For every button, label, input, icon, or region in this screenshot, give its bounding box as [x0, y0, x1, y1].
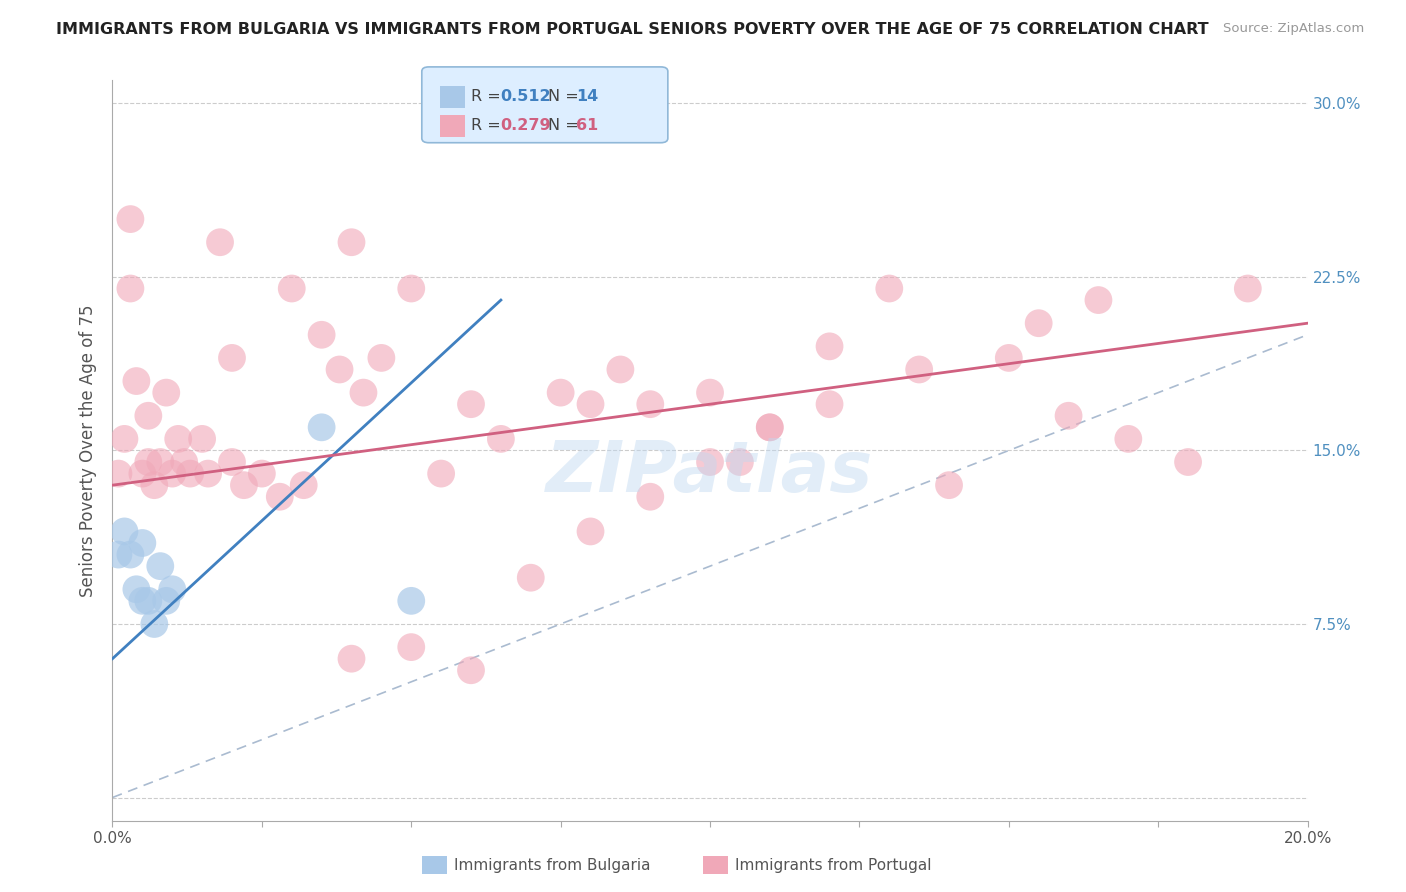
- Point: [460, 663, 482, 677]
- Point: [579, 397, 602, 411]
- Point: [107, 467, 129, 481]
- Point: [759, 420, 782, 434]
- Point: [131, 536, 153, 550]
- Point: [138, 594, 160, 608]
- Point: [138, 409, 160, 423]
- Point: [579, 524, 602, 539]
- Point: [401, 640, 423, 654]
- Text: R =: R =: [471, 89, 506, 104]
- Point: [370, 351, 392, 365]
- Point: [155, 385, 177, 400]
- Point: [311, 420, 333, 434]
- Point: [125, 582, 148, 597]
- Point: [143, 617, 166, 632]
- Point: [197, 467, 219, 481]
- Point: [311, 327, 333, 342]
- Point: [1177, 455, 1199, 469]
- Text: 0.279: 0.279: [501, 118, 551, 133]
- Point: [401, 281, 423, 295]
- Point: [233, 478, 256, 492]
- Point: [353, 385, 375, 400]
- Point: [131, 594, 153, 608]
- Y-axis label: Seniors Poverty Over the Age of 75: Seniors Poverty Over the Age of 75: [79, 304, 97, 597]
- Point: [179, 467, 201, 481]
- Point: [281, 281, 304, 295]
- Text: Source: ZipAtlas.com: Source: ZipAtlas.com: [1223, 22, 1364, 36]
- Point: [114, 432, 135, 446]
- Text: R =: R =: [471, 118, 506, 133]
- Point: [818, 397, 841, 411]
- Point: [640, 490, 662, 504]
- Point: [162, 582, 183, 597]
- Point: [401, 594, 423, 608]
- Point: [759, 420, 782, 434]
- Text: Immigrants from Portugal: Immigrants from Portugal: [735, 858, 932, 872]
- Point: [818, 339, 841, 353]
- Point: [107, 548, 129, 562]
- Point: [1237, 281, 1260, 295]
- Point: [209, 235, 232, 250]
- Point: [998, 351, 1021, 365]
- Point: [114, 524, 135, 539]
- Point: [728, 455, 751, 469]
- Point: [699, 455, 721, 469]
- Text: Immigrants from Bulgaria: Immigrants from Bulgaria: [454, 858, 651, 872]
- Point: [609, 362, 631, 376]
- Point: [120, 548, 142, 562]
- Point: [489, 120, 512, 134]
- Point: [191, 432, 214, 446]
- Point: [430, 467, 453, 481]
- Text: 61: 61: [576, 118, 599, 133]
- Point: [292, 478, 315, 492]
- Point: [173, 455, 195, 469]
- Point: [908, 362, 931, 376]
- Text: N =: N =: [548, 118, 585, 133]
- Text: 14: 14: [576, 89, 599, 104]
- Point: [250, 467, 273, 481]
- Point: [149, 455, 172, 469]
- Point: [1057, 409, 1080, 423]
- Point: [131, 467, 153, 481]
- Point: [120, 281, 142, 295]
- Point: [520, 571, 543, 585]
- Point: [460, 397, 482, 411]
- Point: [329, 362, 352, 376]
- Point: [340, 651, 363, 665]
- Point: [221, 351, 243, 365]
- Point: [1028, 316, 1050, 330]
- Point: [143, 478, 166, 492]
- Point: [149, 559, 172, 574]
- Point: [340, 235, 363, 250]
- Text: ZIPatlas: ZIPatlas: [547, 438, 873, 508]
- Point: [138, 455, 160, 469]
- Point: [550, 385, 572, 400]
- Point: [221, 455, 243, 469]
- Point: [879, 281, 901, 295]
- Point: [699, 385, 721, 400]
- Text: IMMIGRANTS FROM BULGARIA VS IMMIGRANTS FROM PORTUGAL SENIORS POVERTY OVER THE AG: IMMIGRANTS FROM BULGARIA VS IMMIGRANTS F…: [56, 22, 1209, 37]
- Point: [155, 594, 177, 608]
- Point: [162, 467, 183, 481]
- Point: [1087, 293, 1109, 307]
- Point: [120, 212, 142, 227]
- Point: [640, 397, 662, 411]
- Point: [167, 432, 190, 446]
- Text: 0.512: 0.512: [501, 89, 551, 104]
- Point: [125, 374, 148, 388]
- Point: [1118, 432, 1140, 446]
- Point: [269, 490, 291, 504]
- Point: [938, 478, 960, 492]
- Point: [489, 432, 512, 446]
- Text: N =: N =: [548, 89, 585, 104]
